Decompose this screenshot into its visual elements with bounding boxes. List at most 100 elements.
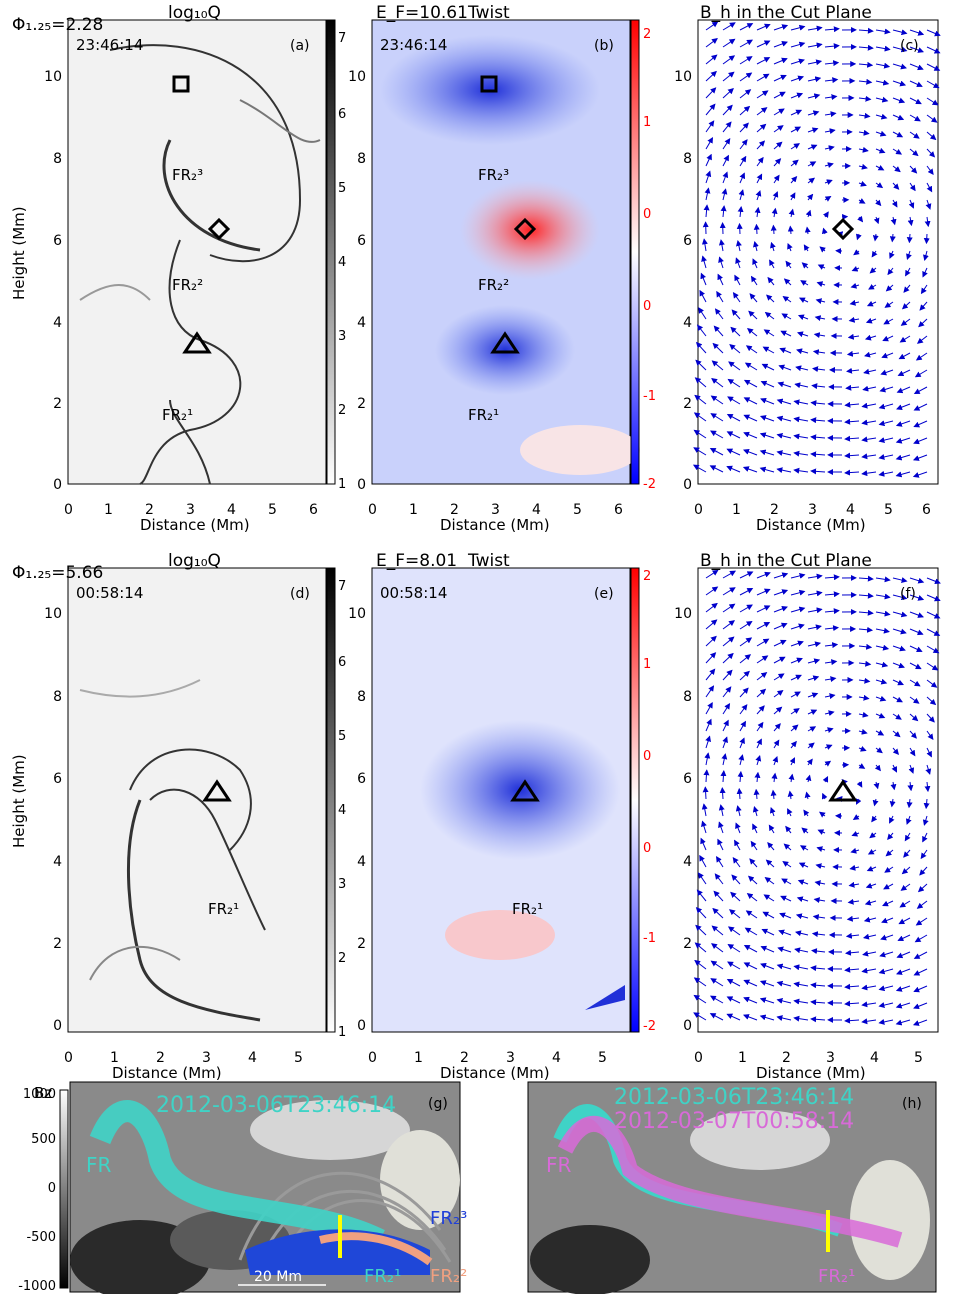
field-vector xyxy=(728,361,741,371)
field-vector xyxy=(926,645,940,654)
field-vector xyxy=(731,874,741,885)
field-vector xyxy=(923,250,929,261)
field-vector xyxy=(693,1012,707,1021)
field-vector xyxy=(900,318,911,326)
field-vector xyxy=(858,711,869,718)
twist-colorbar xyxy=(630,19,640,485)
field-vector xyxy=(858,112,871,119)
svg-text:5: 5 xyxy=(914,1050,923,1066)
svg-text:5: 5 xyxy=(598,1050,607,1066)
panel-f: B_h in the Cut Plane (f) 0 1 2 3 4 5 0 2… xyxy=(674,551,941,1082)
field-vector xyxy=(800,280,809,286)
field-vector xyxy=(909,114,921,122)
field-vector xyxy=(807,590,823,597)
field-vector xyxy=(722,686,732,698)
x-axis-label: Distance (Mm) xyxy=(756,1064,866,1082)
field-vector xyxy=(922,267,928,278)
field-vector xyxy=(790,92,804,99)
field-vector xyxy=(909,611,924,618)
field-vector xyxy=(892,577,908,583)
field-vector xyxy=(816,846,826,852)
field-vector xyxy=(796,896,809,903)
field-vector xyxy=(705,21,719,31)
twist-colorbar-ticks: -2 -1 0 0 1 2 xyxy=(643,27,656,492)
field-vector xyxy=(790,143,800,150)
field-vector xyxy=(705,701,713,715)
field-vector xyxy=(813,897,826,904)
svg-text:3: 3 xyxy=(506,1050,515,1066)
svg-text:2: 2 xyxy=(357,396,366,412)
x-axis-label: Distance (Mm) xyxy=(756,516,866,534)
field-vector xyxy=(807,726,817,732)
field-vector xyxy=(776,415,792,422)
field-vector xyxy=(756,107,768,116)
field-vector xyxy=(760,945,775,953)
field-vector xyxy=(903,849,911,858)
field-vector xyxy=(793,467,809,474)
date-label: 2012-03-06T23:46:14 xyxy=(156,1093,396,1118)
field-vector xyxy=(812,914,826,921)
svg-text:2: 2 xyxy=(338,403,346,418)
field-vector xyxy=(727,396,741,405)
field-vector xyxy=(824,111,837,118)
field-vector xyxy=(926,97,939,106)
panel-c: B_h in the Cut Plane (c) 0 1 2 3 4 5 6 0… xyxy=(674,3,941,534)
field-vector xyxy=(909,577,925,584)
triangle-marker xyxy=(202,779,232,802)
field-vector xyxy=(776,432,792,439)
svg-text:2: 2 xyxy=(450,502,459,518)
field-vector xyxy=(755,190,762,201)
logq-colorbar xyxy=(326,19,336,485)
field-vector xyxy=(875,96,889,103)
field-vector xyxy=(892,80,907,87)
field-vector xyxy=(849,299,860,306)
field-vector xyxy=(717,838,724,851)
y-ticks: 0 2 4 6 8 10 xyxy=(674,606,692,1034)
field-vector xyxy=(756,123,767,133)
fr-label: FR₂³ xyxy=(478,166,509,184)
field-vector xyxy=(851,830,860,837)
field-vector xyxy=(773,690,784,698)
timestamp: 00:58:14 xyxy=(76,584,143,602)
vector-field xyxy=(692,21,941,478)
field-vector xyxy=(718,804,725,817)
field-vector xyxy=(926,679,938,688)
field-vector xyxy=(847,333,860,340)
svg-text:6: 6 xyxy=(53,233,62,249)
field-vector xyxy=(722,587,736,596)
field-vector xyxy=(889,815,895,824)
field-vector xyxy=(874,764,881,772)
field-vector xyxy=(824,26,840,33)
field-vector xyxy=(912,471,928,478)
field-vector xyxy=(861,984,877,991)
svg-text:6: 6 xyxy=(338,107,346,122)
field-vector xyxy=(790,572,806,579)
field-vector xyxy=(752,805,759,817)
field-vector xyxy=(790,708,800,715)
field-vector xyxy=(880,934,894,941)
field-vector xyxy=(793,416,809,423)
panel-b: 23:46:14 (b) FR₂³ FR₂² FR₂¹ E_F=10.61 Tw… xyxy=(348,3,656,534)
field-vector xyxy=(722,55,736,65)
field-vector xyxy=(807,675,820,682)
field-vector xyxy=(743,944,758,953)
panel-label: (h) xyxy=(902,1096,922,1112)
field-vector xyxy=(858,146,869,153)
svg-text:1: 1 xyxy=(338,477,346,492)
field-vector xyxy=(923,798,930,810)
field-vector xyxy=(779,912,792,919)
svg-text:5: 5 xyxy=(294,1050,303,1066)
field-vector xyxy=(761,928,775,936)
field-vector xyxy=(908,764,915,774)
field-vector xyxy=(844,401,860,408)
field-vector xyxy=(722,620,735,630)
field-vector xyxy=(755,755,762,766)
field-vector xyxy=(824,77,839,84)
field-vector xyxy=(795,913,809,920)
field-vector xyxy=(801,262,809,269)
field-vector xyxy=(819,811,826,818)
field-vector xyxy=(705,735,712,749)
panel-g: 20 Mm 2012-03-06T23:46:14 (g) FR FR₂³ FR… xyxy=(69,1081,467,1294)
field-vector xyxy=(783,278,792,286)
field-vector xyxy=(858,95,872,102)
